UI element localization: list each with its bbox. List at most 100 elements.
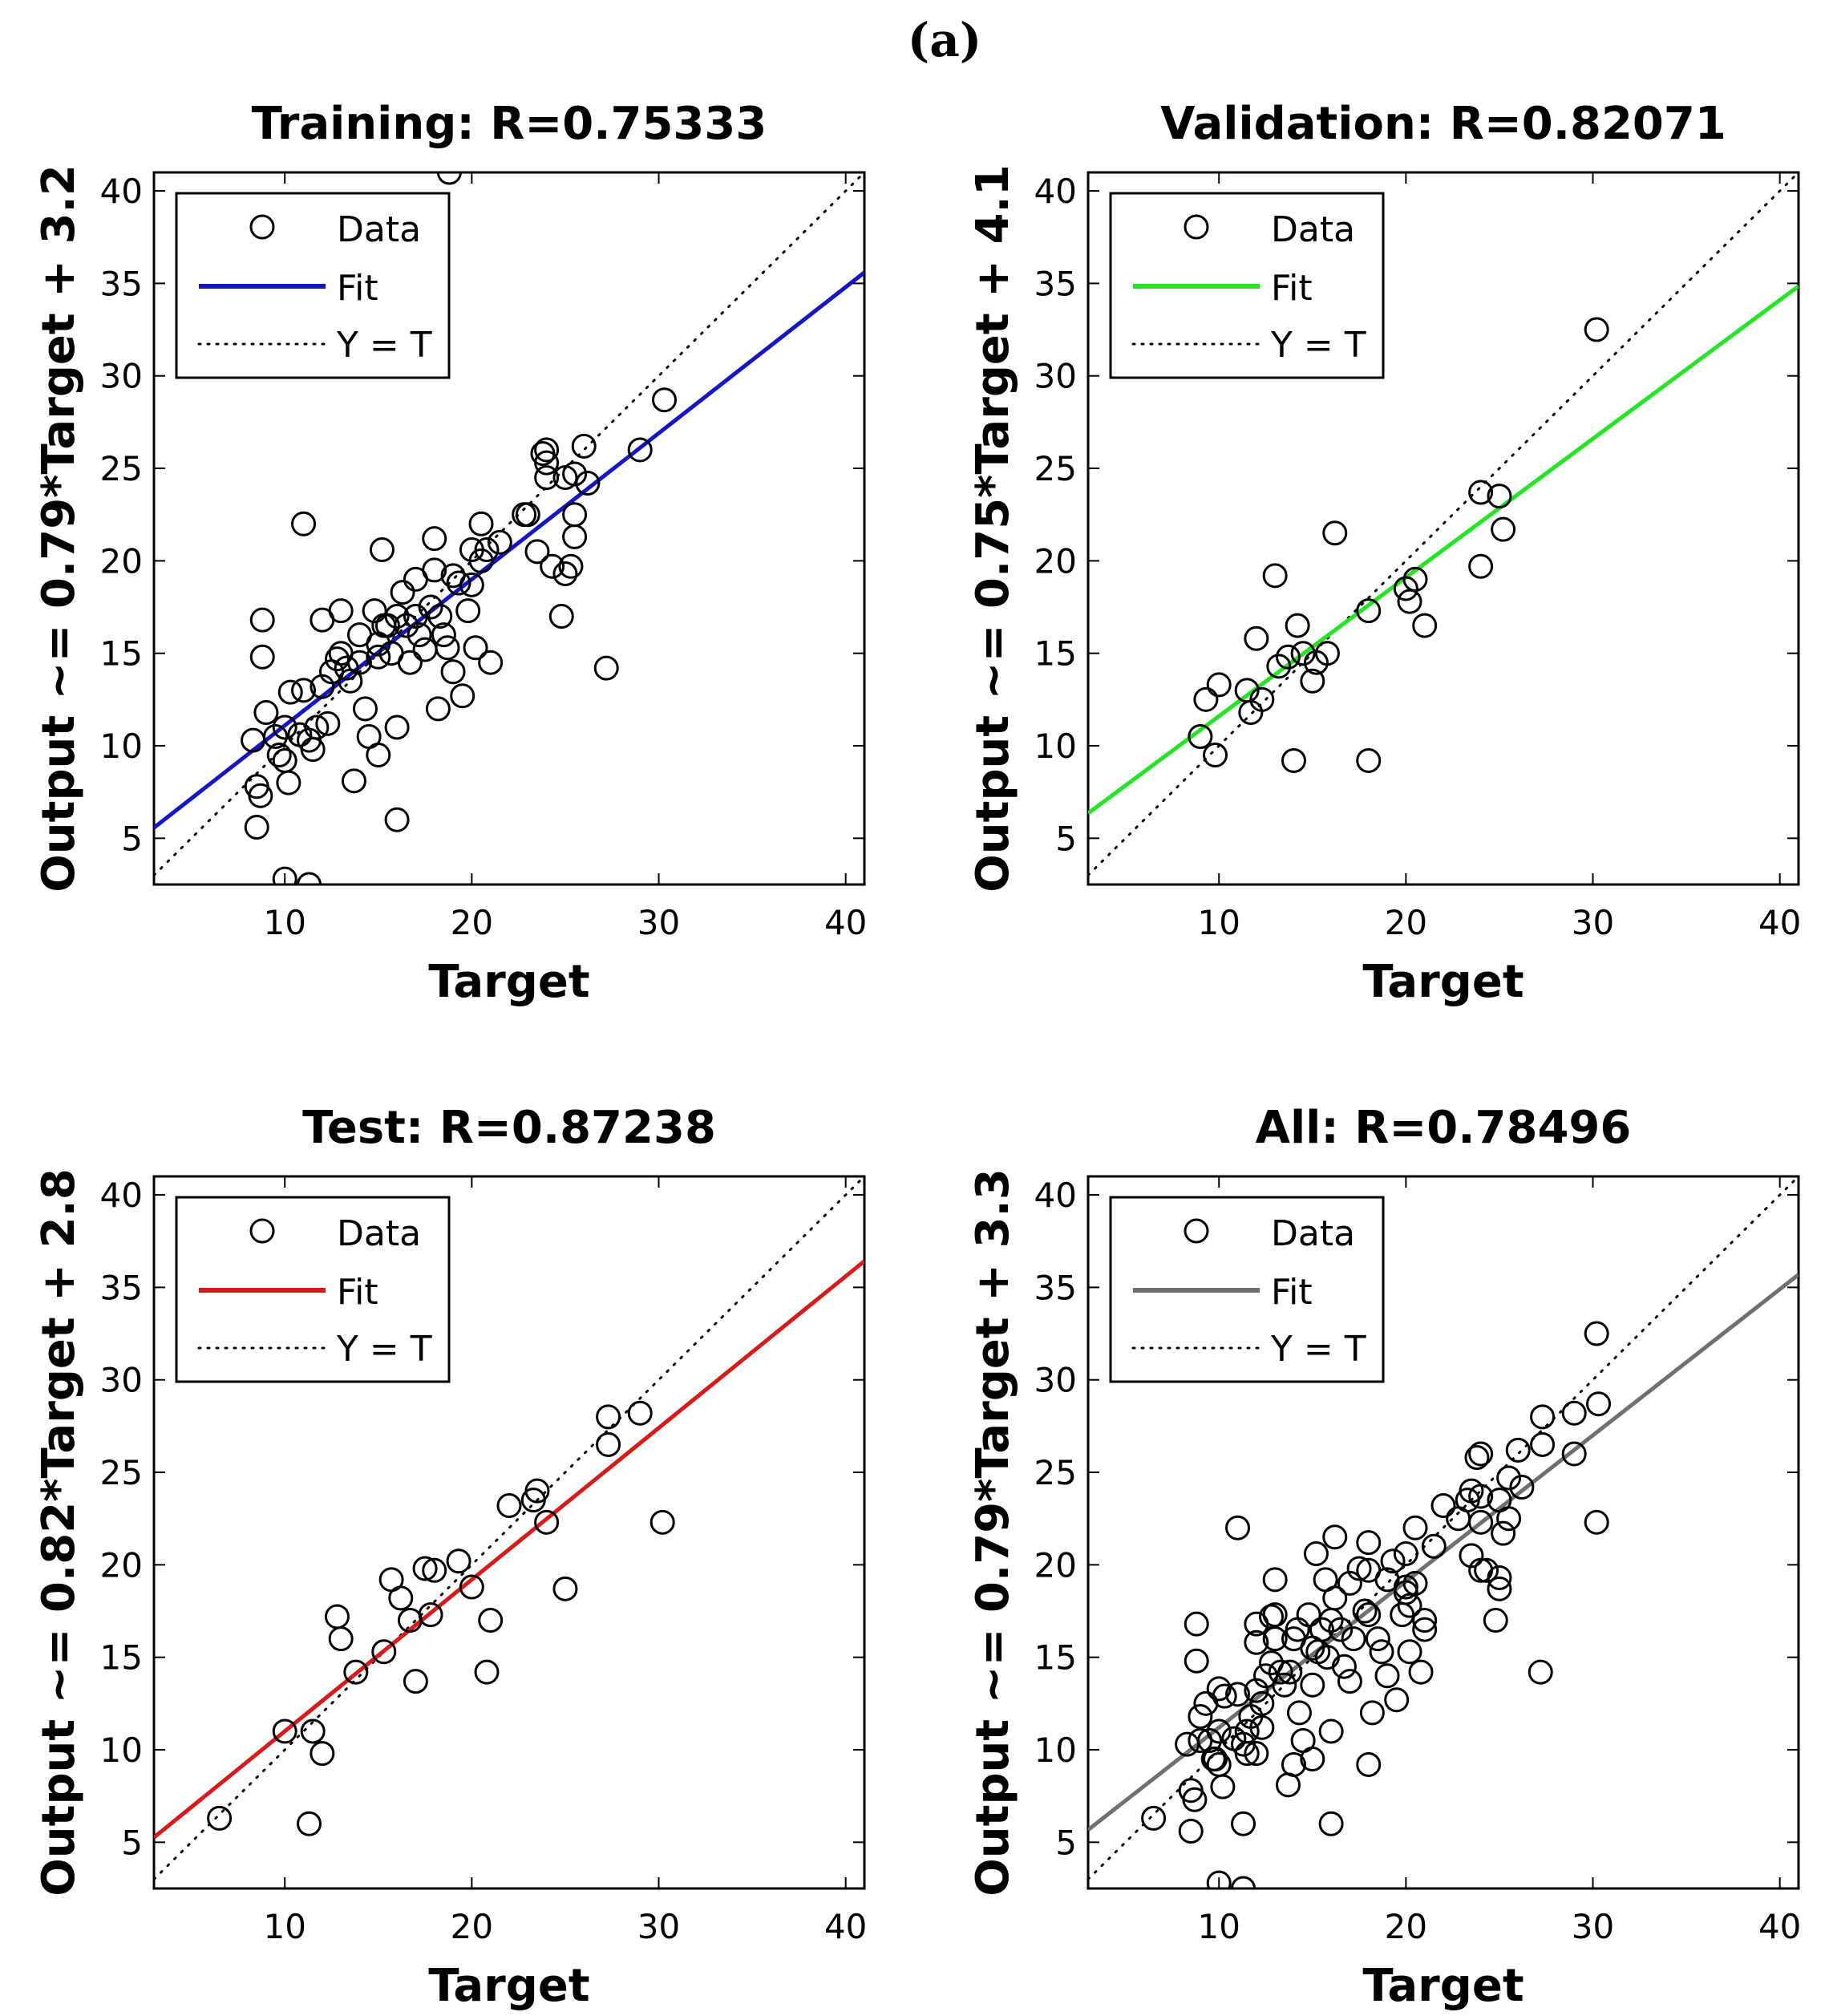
chart-panel-2: 10 20 30 40 5 10 15 20 25 30 35 40 Validation: R=0.8… [967,98,1801,1008]
y-tick-label: 10 [100,1731,143,1770]
data-point [1249,1690,1275,1716]
data-point [418,594,443,620]
x-tick-label: 20 [1385,903,1427,942]
data-point [1487,484,1512,509]
data-point [1262,1567,1288,1593]
data-point [435,635,460,661]
data-point [562,461,588,487]
y-tick-label: 20 [1034,1545,1077,1585]
data-point [459,572,484,597]
data-point [371,1639,397,1665]
data-point [1356,1530,1382,1556]
y-tick-label: 30 [100,357,143,396]
data-point [534,1509,560,1535]
y-axis-label: Output ~= 0.79*Target + 3.3 [967,1168,1019,1897]
data-point [1468,1484,1494,1509]
y-tick-label: 20 [100,541,143,581]
y-tick-label: 5 [121,1823,143,1862]
data-point [1203,1747,1228,1772]
data-point [388,1585,414,1611]
legend-data-label: Data [1271,1213,1355,1254]
x-tick-label: 40 [824,1907,867,1946]
data-point [249,644,275,670]
data-point [1483,1608,1508,1633]
x-axis-label: Target [1362,1960,1523,2012]
data-point [422,1557,447,1583]
x-tick-label: 10 [263,1907,306,1946]
x-tick-label: 20 [451,1907,493,1946]
data-point [1421,1533,1447,1559]
data-point [1262,1626,1288,1652]
identity-line [154,1176,864,1880]
data-point [291,678,317,703]
data-point [1468,1509,1494,1535]
data-point [1487,1565,1512,1591]
data-point [328,1626,354,1652]
data-point [1337,1669,1362,1694]
legend-data-marker [249,214,275,240]
data-point [1212,1683,1237,1709]
data-point [515,502,540,528]
chart-title: Test: R=0.87238 [302,1102,716,1154]
y-tick-label: 15 [100,634,143,674]
data-point [1328,1617,1354,1642]
plot-area [154,1176,864,1880]
data-point [1402,1570,1428,1596]
data-point [310,1741,335,1767]
data-point [1402,1515,1428,1540]
data-point [596,1431,621,1457]
x-tick-label: 20 [451,903,493,942]
y-tick-label: 15 [100,1638,143,1678]
y-axis-label: Output ~= 0.79*Target + 3.2 [33,164,85,893]
data-point [1286,1700,1312,1726]
data-point [1290,641,1316,666]
data-point [1281,1751,1306,1777]
data-point [1393,576,1418,601]
data-point [1322,520,1348,546]
data-point [300,1718,326,1744]
data-point [575,470,601,496]
y-tick-label: 5 [1055,819,1077,858]
y-tick-label: 35 [1034,264,1077,303]
data-point [1468,553,1494,579]
data-point [422,557,447,583]
data-point [1530,1404,1556,1430]
data-point [540,553,565,579]
data-point [1586,1391,1612,1417]
legend-fit-label: Fit [337,268,378,309]
data-point [649,1509,675,1535]
legend-identity-label: Y = T [336,1329,432,1370]
data-point [1530,1431,1556,1457]
legend-data-label: Data [337,1213,421,1254]
data-point [1496,1465,1522,1491]
legend-data-label: Data [337,209,421,250]
chart-title: Validation: R=0.82071 [1160,98,1726,150]
data-point [1234,1741,1260,1767]
data-point [1244,1741,1269,1767]
data-point [384,715,410,740]
data-point [1206,672,1232,698]
data-point [1468,480,1494,505]
data-point [1459,1543,1484,1569]
data-point [384,807,410,832]
data-point [390,580,415,605]
data-point [562,502,588,528]
data-point [1505,1437,1531,1463]
data-point [291,511,317,536]
y-tick-label: 20 [1034,541,1077,581]
x-tick-label: 30 [637,1907,680,1946]
data-point [346,650,372,675]
identity-line [1088,1176,1799,1880]
y-tick-label: 40 [100,1176,143,1215]
data-point [468,548,494,573]
data-point [1318,1811,1344,1836]
data-point [407,622,432,648]
data-point [440,659,466,685]
y-tick-label: 35 [1034,1268,1077,1307]
data-point [1356,598,1382,624]
data-point [341,768,366,794]
data-point [446,570,471,596]
data-point [455,598,481,624]
data-point [1491,1520,1516,1546]
data-point [272,715,297,740]
